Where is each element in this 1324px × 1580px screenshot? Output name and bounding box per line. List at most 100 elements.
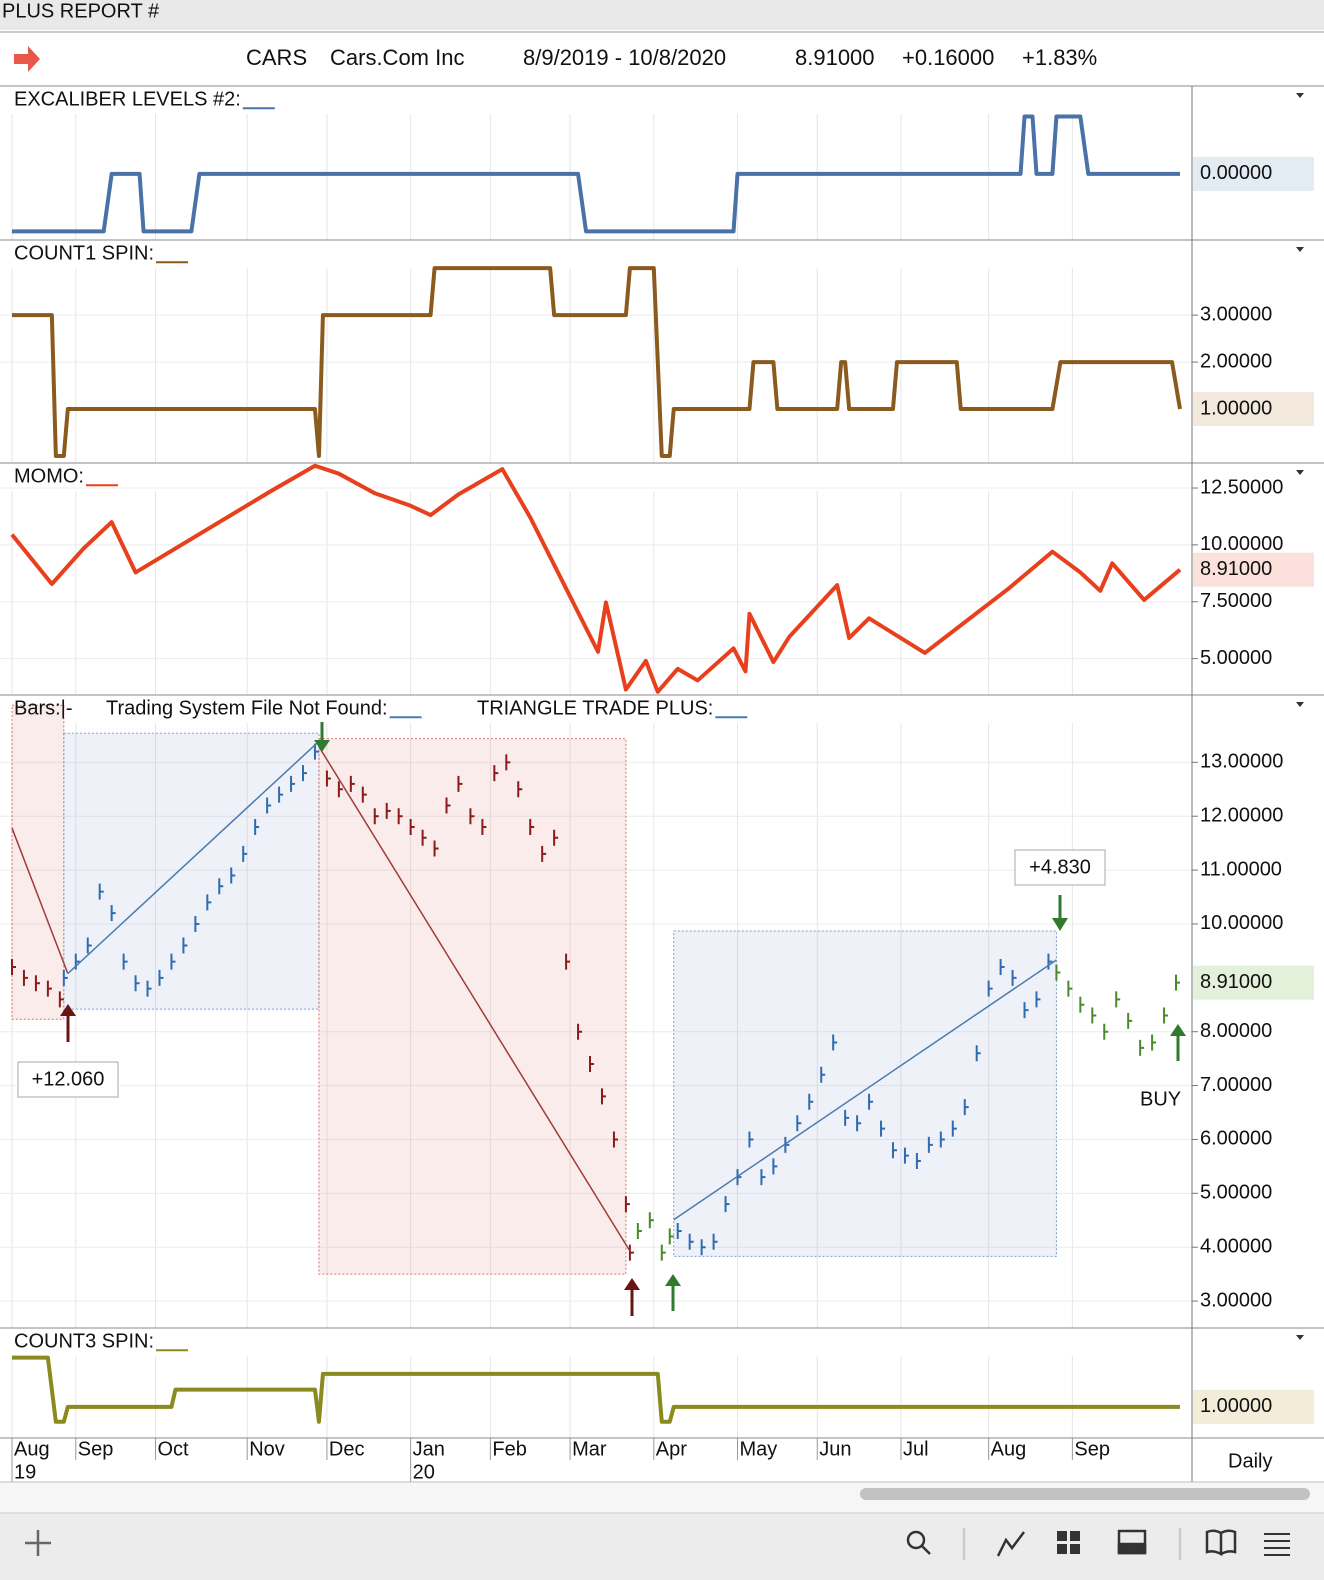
arrow-head	[314, 740, 330, 752]
last-value-box	[1193, 156, 1314, 191]
price-bar	[58, 991, 64, 1008]
price-bar	[1115, 991, 1121, 1008]
y-tick-label: 12.50000	[1200, 476, 1283, 498]
x-tick-label: Sep	[78, 1438, 114, 1460]
price-bar	[445, 797, 451, 814]
price-bar	[624, 1196, 630, 1213]
price-bar	[1035, 991, 1041, 1008]
price-bar	[1151, 1034, 1157, 1051]
price-bar	[11, 959, 16, 976]
price-bar	[987, 980, 993, 997]
annotation-box	[1014, 849, 1106, 886]
price-bar	[146, 980, 152, 997]
price-bar	[62, 969, 68, 986]
last-value-label: 0.00000	[1200, 162, 1272, 184]
price-bar	[1139, 1039, 1145, 1056]
x-tick-label: Jan	[413, 1438, 445, 1460]
panel-fill	[1117, 1542, 1147, 1555]
annotation: +4.830	[1029, 856, 1091, 878]
toolbar-icons	[25, 1528, 1290, 1560]
price-bar	[517, 781, 523, 798]
price-bar	[903, 1147, 909, 1164]
price-bar	[1055, 964, 1061, 981]
panel-title: COUNT1 SPIN:	[14, 242, 154, 264]
grid-button[interactable]	[1057, 1531, 1080, 1554]
add-button[interactable]	[25, 1530, 51, 1556]
panel-menu[interactable]	[1296, 702, 1304, 707]
indicator-line	[12, 1355, 1180, 1424]
price-bar	[1067, 980, 1073, 997]
symbol-arrow[interactable]	[14, 46, 40, 72]
price-bar	[122, 953, 128, 970]
price-bar	[397, 808, 403, 825]
price-bar	[688, 1233, 694, 1250]
last-value-box	[1193, 392, 1314, 427]
panel-title: Bars:|-	[14, 697, 73, 719]
price-bar	[421, 829, 427, 846]
trend-line	[318, 746, 631, 1252]
price-bar	[1079, 996, 1085, 1013]
arrow-head	[1170, 1024, 1186, 1036]
price-bar	[868, 1093, 874, 1110]
price-bar	[939, 1131, 945, 1148]
y-tick-label: 3.00000	[1200, 303, 1272, 325]
panel-menu[interactable]	[1296, 247, 1304, 252]
price-bar	[999, 959, 1005, 976]
price-bar	[676, 1223, 682, 1240]
price-change: +0.16000	[902, 45, 994, 70]
annotation: BUY	[1140, 1088, 1181, 1110]
price-bar	[832, 1034, 838, 1051]
price-bar	[158, 969, 164, 986]
price-bar	[796, 1115, 802, 1132]
price-bar	[110, 905, 116, 922]
price-bar	[963, 1099, 969, 1116]
search-button[interactable]	[906, 1530, 926, 1550]
trend-line	[11, 827, 69, 974]
price-bar	[290, 775, 296, 792]
x-tick-label: Apr	[656, 1438, 687, 1460]
price-bar	[975, 1045, 981, 1062]
price-bar	[1023, 1002, 1029, 1019]
price-bar	[724, 1196, 730, 1213]
book-button[interactable]	[1205, 1529, 1237, 1557]
price-bar	[820, 1066, 826, 1083]
timeframe[interactable]: Daily	[1228, 1450, 1272, 1472]
panel-menu[interactable]	[1296, 93, 1304, 98]
panel-title: MOMO:	[14, 465, 84, 487]
indicator-line	[10, 463, 1182, 694]
arrow-head	[624, 1278, 640, 1290]
price-bar	[242, 845, 248, 862]
panel-menu[interactable]	[1296, 1335, 1304, 1340]
price-bar	[1047, 953, 1053, 970]
menu-button[interactable]	[1264, 1533, 1290, 1556]
x-tick-label: Mar	[572, 1438, 607, 1460]
panel-title: COUNT3 SPIN:	[14, 1330, 154, 1352]
y-tick-label: 2.00000	[1200, 350, 1272, 372]
chart-button[interactable]	[996, 1531, 1025, 1557]
price-bar	[636, 1223, 642, 1240]
panel-menu[interactable]	[1296, 470, 1304, 475]
price-bar	[648, 1212, 654, 1229]
scroll-thumb[interactable]	[860, 1488, 1310, 1500]
x-tick-label: May	[740, 1438, 778, 1460]
y-tick-label: 8.00000	[1200, 1020, 1272, 1042]
price-bar	[1127, 1012, 1133, 1029]
annotation: +12.060	[32, 1068, 105, 1090]
arrow-head	[665, 1274, 681, 1286]
price-bar	[373, 808, 379, 825]
indicator-line	[12, 266, 1182, 458]
last-value-label: 1.00000	[1200, 1395, 1272, 1417]
price-bar	[302, 765, 308, 782]
price-bar	[927, 1136, 933, 1153]
panels: EXCALIBER LEVELS #2: 0.00000 2.00000 3.0000…	[0, 88, 1324, 1483]
price-bar	[194, 915, 200, 932]
symbol: CARS	[246, 45, 307, 70]
price-bar	[1103, 1023, 1109, 1040]
window-title: PLUS REPORT #	[2, 0, 160, 22]
trade-box	[318, 738, 627, 1275]
company-name: Cars.Com Inc	[330, 45, 464, 70]
price-bar	[612, 1131, 618, 1148]
price-bar	[218, 878, 224, 895]
